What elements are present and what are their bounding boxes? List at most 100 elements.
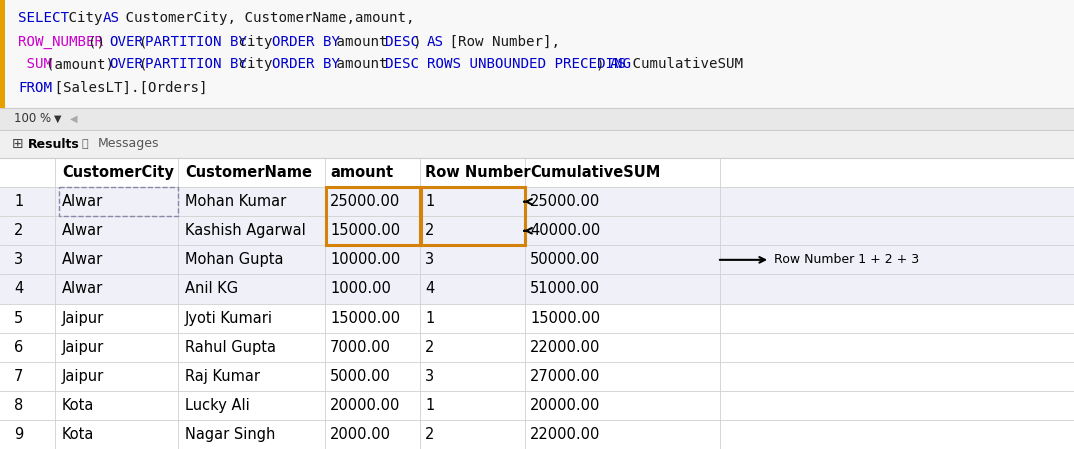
Bar — [0, 245, 1074, 274]
Bar — [326, 187, 420, 245]
Text: 10000.00: 10000.00 — [330, 252, 401, 267]
Text: 7: 7 — [14, 369, 24, 384]
Text: [Row Number],: [Row Number], — [441, 35, 560, 49]
Bar — [0, 391, 1074, 420]
Text: CumulativeSUM: CumulativeSUM — [624, 57, 743, 71]
Text: [SalesLT].[Orders]: [SalesLT].[Orders] — [46, 81, 207, 95]
Text: AS: AS — [103, 11, 119, 25]
Bar — [0, 108, 1074, 130]
Text: 15000.00: 15000.00 — [330, 223, 401, 238]
Text: (): () — [88, 35, 114, 49]
Text: CustomerCity: CustomerCity — [62, 165, 174, 180]
Text: ◀: ◀ — [70, 114, 77, 124]
Text: CustomerCity, CustomerName,amount,: CustomerCity, CustomerName,amount, — [117, 11, 415, 25]
Text: 22000.00: 22000.00 — [529, 427, 600, 442]
Text: SELECT: SELECT — [18, 11, 69, 25]
Bar — [0, 158, 1074, 187]
Text: (: ( — [137, 57, 146, 71]
Text: ROW_NUMBER: ROW_NUMBER — [18, 35, 103, 49]
Text: 2: 2 — [425, 223, 434, 238]
Text: 2: 2 — [14, 223, 24, 238]
Text: 📋: 📋 — [82, 139, 89, 149]
Bar — [0, 333, 1074, 362]
Text: Row Number 1 + 2 + 3: Row Number 1 + 2 + 3 — [774, 253, 919, 266]
Text: 4: 4 — [425, 282, 434, 296]
Text: 3: 3 — [425, 252, 434, 267]
Text: 2000.00: 2000.00 — [330, 427, 391, 442]
Text: AS: AS — [610, 57, 627, 71]
Text: SUM: SUM — [18, 57, 52, 71]
Text: amount: amount — [329, 57, 396, 71]
Text: Mohan Gupta: Mohan Gupta — [185, 252, 284, 267]
Text: Alwar: Alwar — [62, 282, 103, 296]
Text: 4: 4 — [14, 282, 24, 296]
Text: ): ) — [412, 35, 430, 49]
Text: DESC: DESC — [384, 35, 419, 49]
Bar — [0, 304, 1074, 333]
Text: Messages: Messages — [98, 137, 160, 150]
Text: Lucky Ali: Lucky Ali — [185, 398, 250, 413]
Text: Raj Kumar: Raj Kumar — [185, 369, 260, 384]
Text: Row Number: Row Number — [425, 165, 531, 180]
Text: OVER: OVER — [110, 57, 144, 71]
Text: 7000.00: 7000.00 — [330, 339, 391, 355]
Text: Kota: Kota — [62, 398, 95, 413]
Text: (amount): (amount) — [46, 57, 122, 71]
Text: DESC: DESC — [384, 57, 419, 71]
Bar — [0, 130, 1074, 158]
Bar — [0, 0, 1074, 108]
Text: 22000.00: 22000.00 — [529, 339, 600, 355]
Bar — [0, 274, 1074, 304]
Text: Nagar Singh: Nagar Singh — [185, 427, 275, 442]
Text: city: city — [230, 35, 280, 49]
Bar — [0, 420, 1074, 449]
Text: Alwar: Alwar — [62, 194, 103, 209]
Text: Jaipur: Jaipur — [62, 339, 104, 355]
Text: 20000.00: 20000.00 — [529, 398, 600, 413]
Text: OVER: OVER — [110, 35, 144, 49]
Text: 9: 9 — [14, 427, 24, 442]
Text: Rahul Gupta: Rahul Gupta — [185, 339, 276, 355]
Bar — [59, 187, 178, 216]
Text: Jaipur: Jaipur — [62, 311, 104, 326]
Bar — [0, 187, 1074, 216]
Text: Results: Results — [28, 137, 79, 150]
Text: ▼: ▼ — [54, 114, 61, 124]
Text: ORDER BY: ORDER BY — [272, 57, 339, 71]
Text: CumulativeSUM: CumulativeSUM — [529, 165, 661, 180]
Text: Kashish Agarwal: Kashish Agarwal — [185, 223, 306, 238]
Text: 3: 3 — [14, 252, 24, 267]
Bar — [0, 216, 1074, 245]
Text: Jyoti Kumari: Jyoti Kumari — [185, 311, 273, 326]
Text: Kota: Kota — [62, 427, 95, 442]
Bar — [421, 187, 525, 245]
Text: 1: 1 — [425, 398, 434, 413]
Text: Anil KG: Anil KG — [185, 282, 238, 296]
Text: 15000.00: 15000.00 — [330, 311, 401, 326]
Text: ORDER BY: ORDER BY — [272, 35, 339, 49]
Text: 25000.00: 25000.00 — [330, 194, 401, 209]
Text: 5: 5 — [14, 311, 24, 326]
Text: Mohan Kumar: Mohan Kumar — [185, 194, 287, 209]
Text: 51000.00: 51000.00 — [529, 282, 600, 296]
Text: 25000.00: 25000.00 — [529, 194, 600, 209]
Text: 40000.00: 40000.00 — [529, 223, 600, 238]
Text: 50000.00: 50000.00 — [529, 252, 600, 267]
Text: PARTITION BY: PARTITION BY — [145, 35, 247, 49]
Text: 3: 3 — [425, 369, 434, 384]
Text: 5000.00: 5000.00 — [330, 369, 391, 384]
Text: 20000.00: 20000.00 — [330, 398, 401, 413]
Text: CustomerName: CustomerName — [185, 165, 313, 180]
Text: FROM: FROM — [18, 81, 52, 95]
Text: 1000.00: 1000.00 — [330, 282, 391, 296]
Text: (: ( — [137, 35, 146, 49]
Bar — [0, 362, 1074, 391]
Text: 6: 6 — [14, 339, 24, 355]
Text: AS: AS — [426, 35, 444, 49]
Text: 2: 2 — [425, 339, 434, 355]
Text: 1: 1 — [425, 194, 434, 209]
Text: Alwar: Alwar — [62, 223, 103, 238]
Text: ⊞: ⊞ — [12, 137, 24, 151]
Text: PARTITION BY: PARTITION BY — [145, 57, 247, 71]
Text: Jaipur: Jaipur — [62, 369, 104, 384]
